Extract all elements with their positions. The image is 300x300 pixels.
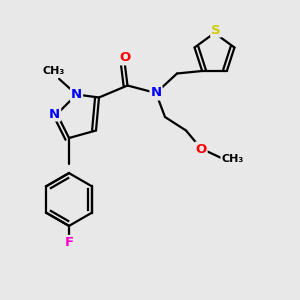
Text: N: N xyxy=(71,88,82,101)
Text: O: O xyxy=(119,51,130,64)
Text: N: N xyxy=(49,107,60,121)
Text: S: S xyxy=(211,23,221,37)
Text: N: N xyxy=(150,86,162,100)
Text: CH₃: CH₃ xyxy=(43,66,65,76)
Text: O: O xyxy=(195,142,207,156)
Text: F: F xyxy=(64,236,74,249)
Text: CH₃: CH₃ xyxy=(221,154,244,164)
